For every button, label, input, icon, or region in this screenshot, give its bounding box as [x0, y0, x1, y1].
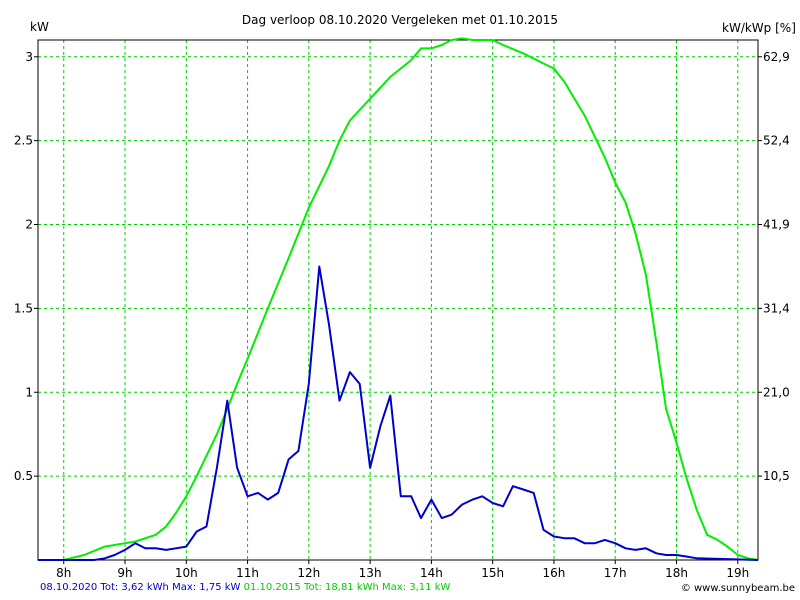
y-tick-label-left: 2.5 [14, 134, 33, 148]
y-tick-label-right: 62,9 [763, 50, 790, 64]
y-tick-label-left: 2 [25, 218, 33, 232]
y-tick-label-right: 52,4 [763, 134, 790, 148]
x-tick-label: 11h [236, 566, 259, 580]
plot-frame [37, 39, 759, 561]
y-tick-labels-left: 0.5 1 1.5 2 2.5 3 [14, 50, 33, 483]
series-line-1 [38, 265, 759, 561]
x-tick-label: 17h [604, 566, 627, 580]
footer-legend: 08.10.2020 Tot: 3,62 kWh Max: 1,75 kW 01… [40, 582, 450, 593]
x-tick-label: 13h [359, 566, 382, 580]
x-tick-labels: 8h 9h 10h 11h 12h 13h 14h 15h 16h 17h 18h 19h [56, 566, 749, 580]
y-tick-label-right: 41,9 [763, 218, 790, 232]
y-tick-label-left: 0.5 [14, 469, 33, 483]
y-axis-label-left: kW [30, 20, 49, 34]
y-tick-label-left: 1.5 [14, 301, 33, 315]
x-tick-label: 8h [56, 566, 71, 580]
x-tick-label: 9h [117, 566, 132, 580]
y-tick-label-right: 31,4 [763, 301, 790, 315]
y-tick-label-left: 1 [25, 385, 33, 399]
axes [34, 39, 762, 564]
series-line-2 [38, 37, 759, 561]
x-tick-label: 12h [297, 566, 320, 580]
y-tick-label-left: 3 [25, 50, 33, 64]
legend-series-1: 08.10.2020 Tot: 3,62 kWh Max: 1,75 kW [40, 582, 241, 593]
y-tick-labels-right: 10,5 21,0 31,4 41,9 52,4 62,9 [763, 50, 790, 483]
copyright-notice: © www.sunnybeam.be [680, 583, 795, 594]
x-tick-label: 14h [420, 566, 443, 580]
y-axis-label-right: kW/kWp [%] [722, 21, 796, 35]
x-tick-label: 19h [726, 566, 749, 580]
x-tick-label: 18h [665, 566, 688, 580]
chart-title: Dag verloop 08.10.2020 Vergeleken met 01… [242, 13, 558, 27]
legend-series-2: 01.10.2015 Tot: 18,81 kWh Max: 3,11 kW [243, 582, 451, 593]
x-tick-label: 10h [175, 566, 198, 580]
x-tick-label: 16h [543, 566, 566, 580]
x-tick-label: 15h [481, 566, 504, 580]
series [38, 37, 759, 561]
y-tick-label-right: 10,5 [763, 469, 790, 483]
y-tick-label-right: 21,0 [763, 385, 790, 399]
